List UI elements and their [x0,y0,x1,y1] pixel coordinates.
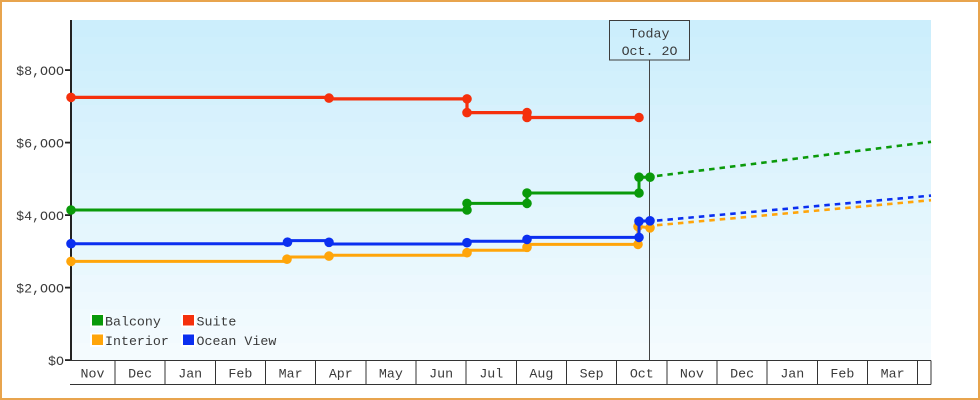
svg-text:Aug: Aug [529,367,553,382]
svg-text:$O: $O [48,354,64,369]
svg-text:May: May [379,367,403,382]
svg-text:Interior: Interior [105,334,169,349]
svg-text:Sep: Sep [580,367,604,382]
svg-text:Jul: Jul [479,367,503,382]
svg-text:$8,OOO: $8,OOO [16,64,64,79]
svg-text:Today: Today [630,27,670,42]
svg-text:Balcony: Balcony [105,315,161,330]
svg-text:Nov: Nov [81,367,105,382]
svg-text:Suite: Suite [197,315,237,330]
svg-text:Feb: Feb [830,367,854,382]
svg-text:Ocean View: Ocean View [197,334,277,349]
svg-text:$6,OOO: $6,OOO [16,136,64,151]
svg-text:$2,OOO: $2,OOO [16,281,64,296]
svg-text:Jan: Jan [780,367,804,382]
svg-text:Jun: Jun [429,367,453,382]
svg-text:Oct. 2O: Oct. 2O [622,44,678,59]
svg-text:Jan: Jan [178,367,202,382]
svg-text:Nov: Nov [680,367,704,382]
svg-text:Oct: Oct [630,367,654,382]
svg-text:Mar: Mar [881,367,905,382]
svg-text:$4,OOO: $4,OOO [16,209,64,224]
svg-text:Dec: Dec [128,367,152,382]
svg-text:Apr: Apr [329,367,353,382]
svg-text:Mar: Mar [279,367,303,382]
svg-text:Feb: Feb [228,367,252,382]
svg-text:Dec: Dec [730,367,754,382]
